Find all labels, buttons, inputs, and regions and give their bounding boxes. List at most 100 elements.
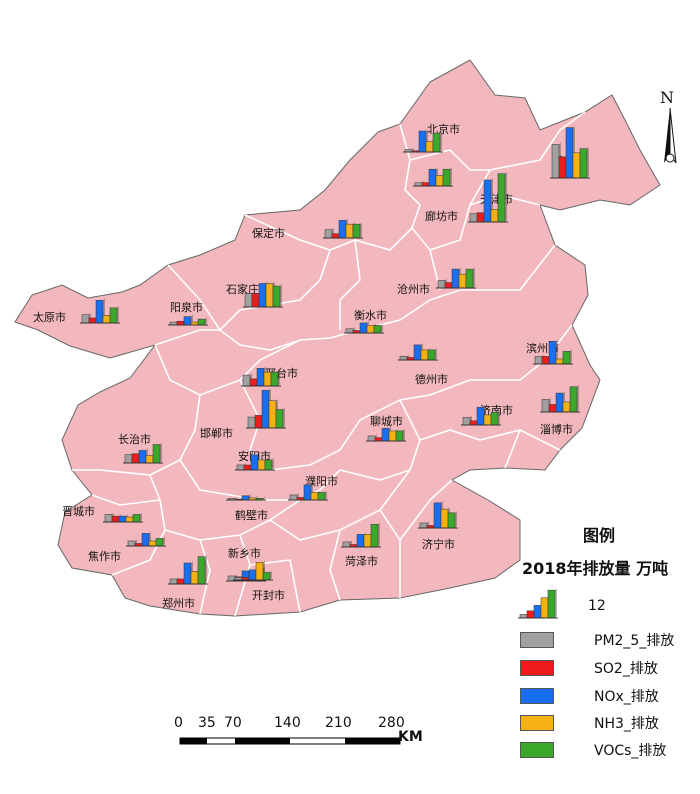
- city-bar-chart: [418, 500, 458, 529]
- city-bar-chart: [436, 267, 476, 289]
- legend-label: SO2_排放: [594, 661, 658, 677]
- emission-bar: [249, 378, 258, 387]
- emission-bar: [458, 273, 467, 289]
- city-bar-chart: [123, 442, 163, 464]
- emission-bar: [272, 285, 281, 308]
- emission-bar: [428, 168, 437, 187]
- emission-bar: [476, 212, 485, 223]
- emission-bar: [244, 293, 253, 308]
- emission-bar: [541, 399, 550, 413]
- emission-bar: [483, 414, 492, 426]
- scale-label: 280: [378, 715, 405, 731]
- scale-label: 140: [274, 715, 301, 731]
- bar-side: [160, 442, 162, 463]
- emission-bar: [540, 597, 549, 619]
- emission-bar: [236, 464, 245, 471]
- emission-bar: [263, 371, 272, 387]
- emission-bar: [251, 293, 260, 308]
- emission-bar: [345, 223, 354, 239]
- emission-bar: [381, 428, 390, 442]
- emission-bar: [548, 341, 557, 365]
- emission-bar: [399, 355, 408, 361]
- emission-bar: [268, 400, 277, 429]
- emission-bar: [176, 320, 185, 326]
- emission-bar: [435, 175, 444, 187]
- emission-bar: [558, 156, 567, 179]
- emission-bar: [183, 562, 192, 585]
- city-label: 开封市: [252, 588, 285, 602]
- scale-unit: KM: [398, 729, 423, 745]
- emission-bar: [555, 392, 564, 413]
- legend-item-so2: SO2_排放: [520, 659, 658, 677]
- bar-side: [378, 522, 380, 547]
- emission-bar: [356, 534, 365, 548]
- bar-side: [283, 407, 285, 428]
- city-bar-chart: [235, 452, 275, 471]
- north-arrow-icon: [664, 107, 677, 164]
- emission-bar: [437, 280, 446, 289]
- legend-swatch: [520, 660, 554, 676]
- city-label: 太原市: [33, 310, 66, 324]
- legend-item-nox: NOx_排放: [520, 687, 659, 705]
- bar-side: [435, 347, 437, 360]
- emission-bar: [254, 415, 263, 429]
- emission-bar: [442, 168, 451, 187]
- city-bar-chart: [398, 342, 438, 361]
- emission-bar: [131, 453, 140, 464]
- emission-bar: [275, 409, 284, 429]
- city-label: 濮阳市: [305, 474, 338, 488]
- city-label: 德州市: [415, 372, 448, 386]
- emission-bar: [270, 371, 279, 387]
- emission-bar: [366, 325, 375, 334]
- emission-bar: [562, 401, 571, 413]
- bar-side: [440, 131, 442, 152]
- emission-bar: [152, 444, 161, 464]
- emission-bar: [262, 572, 271, 581]
- emission-bar: [447, 512, 456, 529]
- emission-bar: [176, 578, 185, 585]
- bar-side: [587, 146, 589, 178]
- legend-swatch: [520, 632, 554, 648]
- emission-bar: [551, 144, 560, 179]
- emission-bar: [469, 213, 478, 223]
- emission-bar: [490, 209, 499, 223]
- emission-bar: [419, 522, 428, 529]
- city-label: 新乡市: [228, 546, 261, 560]
- emission-bar: [462, 417, 471, 426]
- bar-side: [263, 496, 265, 500]
- emission-bar: [483, 179, 492, 223]
- city-label: 廊坊市: [425, 209, 458, 223]
- city-label: 阳泉市: [170, 300, 203, 314]
- emission-bar: [465, 268, 474, 289]
- city-label: 菏泽市: [345, 554, 378, 568]
- bar-side: [272, 457, 274, 470]
- emission-bar: [476, 407, 485, 426]
- city-label: 沧州市: [397, 282, 430, 296]
- emission-bar: [125, 516, 134, 523]
- legend-label: NH3_排放: [594, 716, 659, 732]
- city-label: 邯郸市: [200, 426, 233, 440]
- emission-bar: [104, 514, 113, 523]
- emission-bar: [145, 455, 154, 464]
- legend-item-nh3: NH3_排放: [520, 714, 659, 732]
- city-label: 聊城市: [370, 414, 403, 428]
- emission-bar: [138, 450, 147, 464]
- bar-side: [473, 267, 475, 288]
- emission-bar: [352, 223, 361, 239]
- emission-bar: [317, 492, 326, 501]
- emission-bar: [565, 127, 574, 179]
- city-bar-chart: [323, 218, 363, 239]
- emission-bar: [241, 495, 250, 501]
- scale-label: 70: [224, 715, 242, 731]
- bar-side: [140, 512, 142, 522]
- bar-side: [117, 305, 119, 323]
- emission-bar: [256, 368, 265, 387]
- emission-bar: [155, 538, 164, 547]
- emission-bar: [533, 605, 542, 619]
- city-label: 保定市: [252, 226, 285, 240]
- emission-bar: [81, 314, 90, 324]
- emission-bar: [432, 132, 441, 153]
- legend-sample-bars: [518, 588, 558, 619]
- city-bar-chart: [403, 129, 443, 153]
- emission-bar: [547, 589, 556, 619]
